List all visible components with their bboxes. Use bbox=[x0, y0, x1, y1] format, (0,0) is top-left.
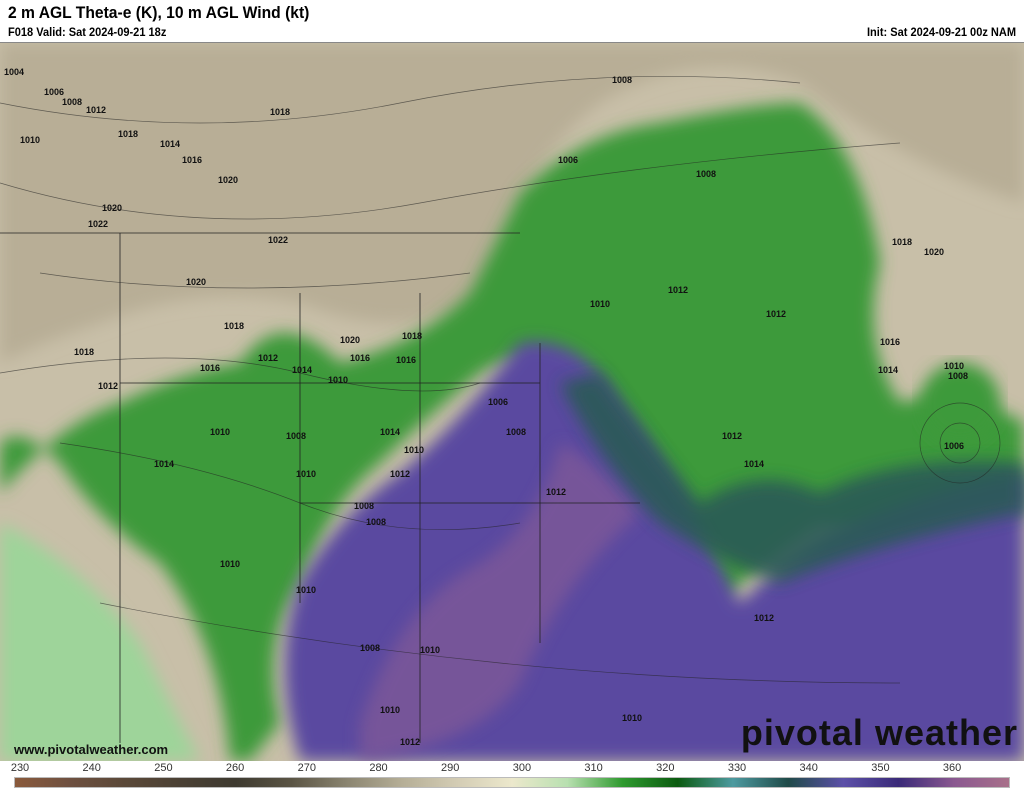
isobar-label: 1010 bbox=[622, 713, 642, 723]
isobar-label: 1006 bbox=[44, 87, 64, 97]
isobar-label: 1006 bbox=[488, 397, 508, 407]
isobar-label: 1010 bbox=[296, 585, 316, 595]
isobar-label: 1014 bbox=[878, 365, 898, 375]
colorbar-tick: 230 bbox=[10, 762, 30, 774]
isobar-label: 1022 bbox=[268, 235, 288, 245]
isobar-label: 1012 bbox=[546, 487, 566, 497]
isobar-label: 1018 bbox=[270, 107, 290, 117]
colorbar-tick: 280 bbox=[369, 762, 388, 774]
isobar-label: 1010 bbox=[328, 375, 348, 385]
valid-time: F018 Valid: Sat 2024-09-21 18z bbox=[8, 25, 167, 39]
isobar-label: 1016 bbox=[182, 155, 202, 165]
isobar-label: 1008 bbox=[354, 501, 374, 511]
isobar-label: 1010 bbox=[220, 559, 240, 569]
isobar-label: 1014 bbox=[160, 139, 180, 149]
isobar-label: 1018 bbox=[74, 347, 94, 357]
colorbar-tick: 360 bbox=[942, 762, 962, 774]
colorbar-tick: 300 bbox=[512, 762, 532, 774]
isobar-label: 1016 bbox=[200, 363, 220, 373]
isobar-label: 1010 bbox=[296, 469, 316, 479]
isobar-label: 1006 bbox=[944, 441, 964, 451]
isobar-label: 1020 bbox=[102, 203, 122, 213]
colorbar-tick: 320 bbox=[656, 762, 675, 774]
isobar-label: 1020 bbox=[218, 175, 238, 185]
colorbar-tick: 250 bbox=[154, 762, 173, 774]
init-time: Init: Sat 2024-09-21 00z NAM bbox=[866, 25, 1016, 39]
isobar-label: 1014 bbox=[744, 459, 764, 469]
isobar-label: 1012 bbox=[668, 285, 688, 295]
isobar-label: 1020 bbox=[186, 277, 206, 287]
isobar-label: 1020 bbox=[340, 335, 360, 345]
isobar-label: 1012 bbox=[754, 613, 774, 623]
isobar-label: 1012 bbox=[86, 105, 106, 115]
isobar-label: 1012 bbox=[98, 381, 118, 391]
isobar-label: 1016 bbox=[350, 353, 370, 363]
isobar-label: 1012 bbox=[390, 469, 410, 479]
green-region bbox=[0, 103, 1024, 761]
colorbar-tick: 270 bbox=[297, 762, 316, 774]
colorbar-tick: 350 bbox=[871, 762, 890, 774]
isobar-label: 1018 bbox=[892, 237, 912, 247]
isobar-label: 1006 bbox=[558, 155, 578, 165]
isobar-label: 1008 bbox=[286, 431, 306, 441]
website-url: www.pivotalweather.com bbox=[14, 742, 169, 757]
isobar-label: 1010 bbox=[420, 645, 440, 655]
colorbar bbox=[14, 777, 1010, 788]
colorbar-tick: 310 bbox=[584, 762, 603, 774]
isobar-label: 1012 bbox=[722, 431, 742, 441]
isobar-label: 1008 bbox=[612, 75, 632, 85]
isobar-label: 1008 bbox=[366, 517, 386, 527]
pivotal-weather-logo: pivotal weather bbox=[740, 712, 1018, 753]
isobar-label: 1014 bbox=[380, 427, 400, 437]
isobar-label: 1010 bbox=[20, 135, 40, 145]
isobar-label: 1010 bbox=[380, 705, 400, 715]
isobar-label: 1008 bbox=[696, 169, 716, 179]
isobar-label: 1016 bbox=[880, 337, 900, 347]
isobar-label: 1018 bbox=[118, 129, 138, 139]
isobar-label: 1012 bbox=[258, 353, 278, 363]
isobar-label: 1012 bbox=[766, 309, 786, 319]
borders bbox=[0, 232, 640, 743]
colorbar-tick: 290 bbox=[441, 762, 460, 774]
isobar-label: 1010 bbox=[210, 427, 230, 437]
isobar-label: 1018 bbox=[402, 331, 422, 341]
isobar-label: 1022 bbox=[88, 219, 108, 229]
weather-map[interactable]: 1004 1006 1008 1012 1010 1018 1014 1016 1018 1020… bbox=[0, 42, 1024, 761]
isobar-label: 1008 bbox=[360, 643, 380, 653]
isobar-label: 1008 bbox=[948, 371, 968, 381]
isobar-label: 1016 bbox=[396, 355, 416, 365]
map-title: 2 m AGL Theta-e (K), 10 m AGL Wind (kt) bbox=[8, 3, 310, 22]
isobar-label: 1010 bbox=[404, 445, 424, 455]
isobar-label: 1008 bbox=[62, 97, 82, 107]
isobar-labels: 1004100610081012101010181014101610181020… bbox=[4, 67, 968, 747]
colorbar-tick: 340 bbox=[799, 762, 818, 774]
colorbar-tick: 240 bbox=[82, 762, 101, 774]
theta-e-field: 1004100610081012101010181014101610181020… bbox=[0, 43, 1024, 761]
isobar-label: 1010 bbox=[590, 299, 610, 309]
colorbar-tick: 330 bbox=[727, 762, 747, 774]
colorbar-tick-labels: 230 240 250 260 270 280 290 300 310 320 330 340 350 3… bbox=[0, 762, 1024, 776]
colorbar-tick: 260 bbox=[225, 762, 245, 774]
isobar-label: 1020 bbox=[924, 247, 944, 257]
isobar-label: 1014 bbox=[292, 365, 312, 375]
isobar-label: 1004 bbox=[4, 67, 24, 77]
isobar-label: 1014 bbox=[154, 459, 174, 469]
isobar-label: 1012 bbox=[400, 737, 420, 747]
isobar-label: 1008 bbox=[506, 427, 526, 437]
isobar-label: 1018 bbox=[224, 321, 244, 331]
isobar-label: 1010 bbox=[944, 361, 964, 371]
